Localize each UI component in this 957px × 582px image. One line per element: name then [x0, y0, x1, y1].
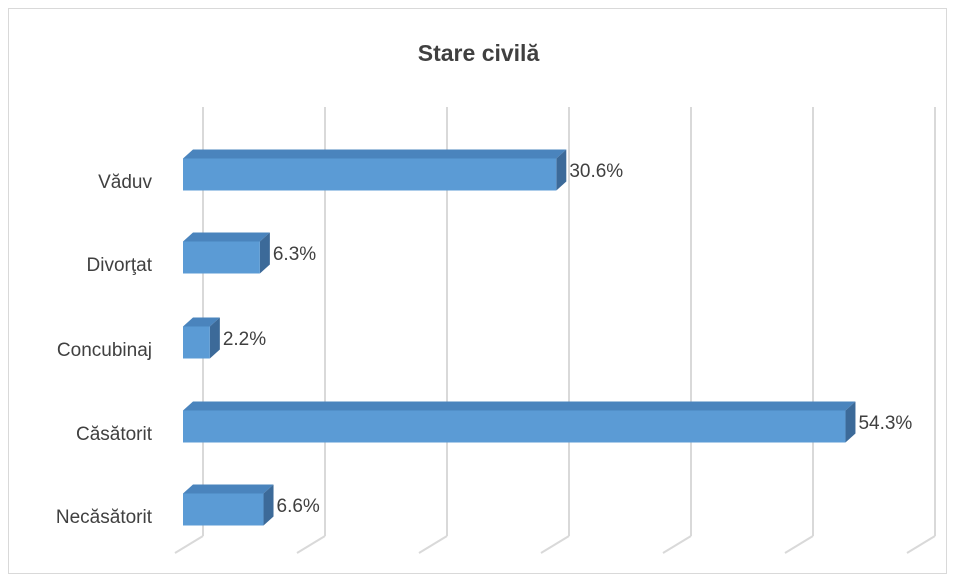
- bar: [183, 410, 846, 443]
- gridline-floor: [662, 535, 692, 554]
- chart-area: [8, 8, 947, 574]
- bar-side: [845, 401, 856, 443]
- gridline-floor: [784, 535, 814, 554]
- data-label: 30.6%: [569, 161, 623, 182]
- category-label: Văduv: [98, 172, 152, 193]
- category-label: Căsătorit: [76, 424, 153, 445]
- bar-top: [183, 317, 220, 327]
- category-label: Divorţat: [87, 255, 153, 276]
- gridline-floor: [540, 535, 570, 554]
- data-label: 54.3%: [858, 413, 912, 434]
- bar-side: [263, 484, 274, 526]
- category-label: Necăsătorit: [56, 507, 153, 528]
- data-label: 6.3%: [273, 244, 316, 265]
- gridline-floor: [174, 535, 204, 554]
- data-label: 6.6%: [277, 496, 320, 517]
- category-label: Concubinaj: [57, 340, 152, 361]
- bar-top: [183, 401, 856, 411]
- bar: [183, 326, 210, 359]
- bar-side: [259, 232, 270, 274]
- bar: [183, 493, 264, 526]
- chart-title: Stare civilă: [417, 40, 540, 66]
- bar-side: [556, 149, 567, 191]
- bar: [183, 158, 557, 191]
- gridline-floor: [906, 535, 936, 554]
- gridline-floor: [296, 535, 326, 554]
- bar-top: [183, 149, 567, 159]
- data-label: 2.2%: [223, 329, 266, 350]
- bar-top: [183, 484, 274, 494]
- bar-top: [183, 232, 270, 242]
- gridline-floor: [418, 535, 448, 554]
- bar: [183, 241, 260, 274]
- bar-side: [209, 317, 220, 359]
